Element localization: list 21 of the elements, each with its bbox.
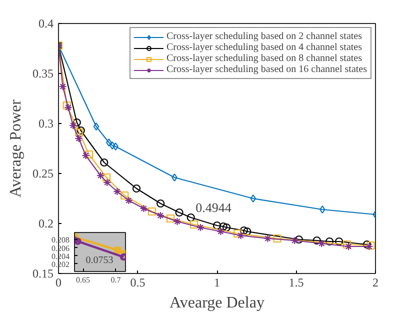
legend-label: Cross-layer scheduling based on 8 channel states bbox=[166, 53, 362, 64]
x-tick-label: 0.5 bbox=[130, 276, 146, 290]
x-axis-title: Avearge Delay bbox=[170, 294, 264, 312]
x-tick-label: 1.5 bbox=[288, 276, 304, 290]
x-tick-label: 0 bbox=[56, 276, 62, 290]
legend-label: Cross-layer scheduling based on 2 channel states bbox=[166, 31, 362, 42]
x-tick-label: 0.7 bbox=[110, 276, 121, 284]
annotation: 0.0753 bbox=[86, 255, 114, 266]
x-tick-label: 1 bbox=[214, 276, 220, 290]
y-tick-label: 0.4 bbox=[38, 16, 54, 30]
y-tick-label: 0.15 bbox=[32, 266, 54, 280]
y-tick-label: 0.35 bbox=[32, 66, 54, 80]
y-axis-title: Average Power bbox=[8, 98, 24, 198]
y-tick-label: 0.2 bbox=[38, 216, 54, 230]
legend-label: Cross-layer scheduling based on 16 channel states bbox=[166, 64, 367, 75]
y-tick-label: 0.3 bbox=[38, 116, 54, 130]
y-tick-label: 0.25 bbox=[32, 166, 54, 180]
legend-label: Cross-layer scheduling based on 4 channel states bbox=[166, 42, 362, 53]
annotation: 0.4944 bbox=[196, 200, 232, 215]
x-tick-label: 2 bbox=[372, 276, 378, 290]
x-tick-label: 0.65 bbox=[76, 276, 90, 284]
